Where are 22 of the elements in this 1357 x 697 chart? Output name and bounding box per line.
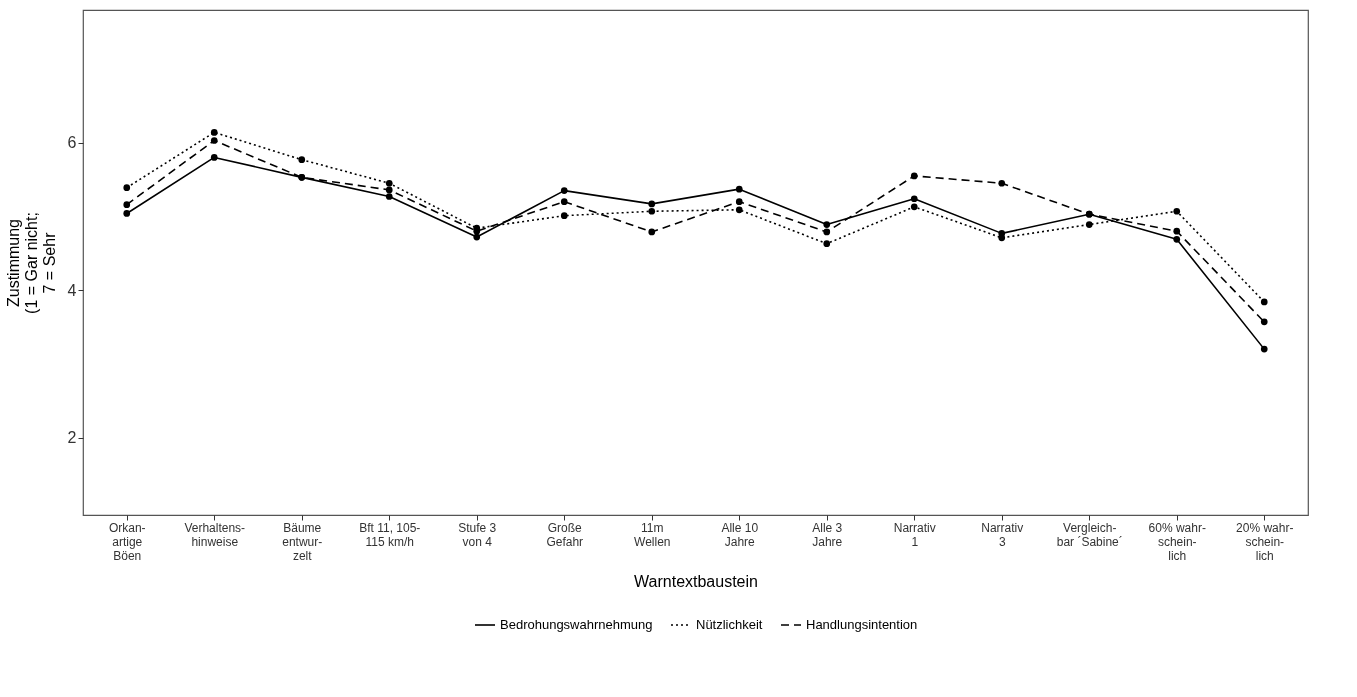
x-tick-label: Narrativ 3 [981, 520, 1024, 549]
x-tick-label: Große Gefahr [546, 520, 584, 549]
x-tick-label: 11m Wellen [634, 520, 671, 549]
x-axis-title: Warntextbaustein [634, 572, 758, 590]
x-tick-label: Orkan- artige Böen [108, 520, 146, 563]
x-tick-label: 60% wahr- schein- lich [1148, 520, 1206, 563]
legend-label: Nützlichkeit [696, 617, 763, 632]
x-tick-label: Vergleich- bar ´Sabine´ [1056, 520, 1123, 549]
legend-label: Bedrohungswahrnehmung [500, 617, 653, 632]
legend-label: Handlungsintention [806, 617, 918, 632]
x-tick-label: Alle 10 Jahre [721, 520, 759, 549]
x-tick-label: Bft 11, 105- 115 km/h [359, 520, 421, 549]
x-tick-label: Stufe 3 von 4 [458, 520, 497, 549]
x-tick-label: Narrativ 1 [893, 520, 936, 549]
x-tick-label: Verhaltens- hinweise [184, 520, 246, 549]
y-tick-label: 4 [67, 281, 77, 299]
x-tick-label: Alle 3 Jahre [812, 520, 843, 549]
y-axis-title: Zustimmung (1 = Gar nicht; 7 = Sehr [4, 212, 58, 314]
y-tick-label: 2 [67, 429, 77, 447]
x-tick-label: 20% wahr- schein- lich [1236, 520, 1294, 563]
x-tick-label: Bäume entwur- zelt [282, 520, 323, 563]
y-tick-label: 6 [67, 134, 77, 152]
